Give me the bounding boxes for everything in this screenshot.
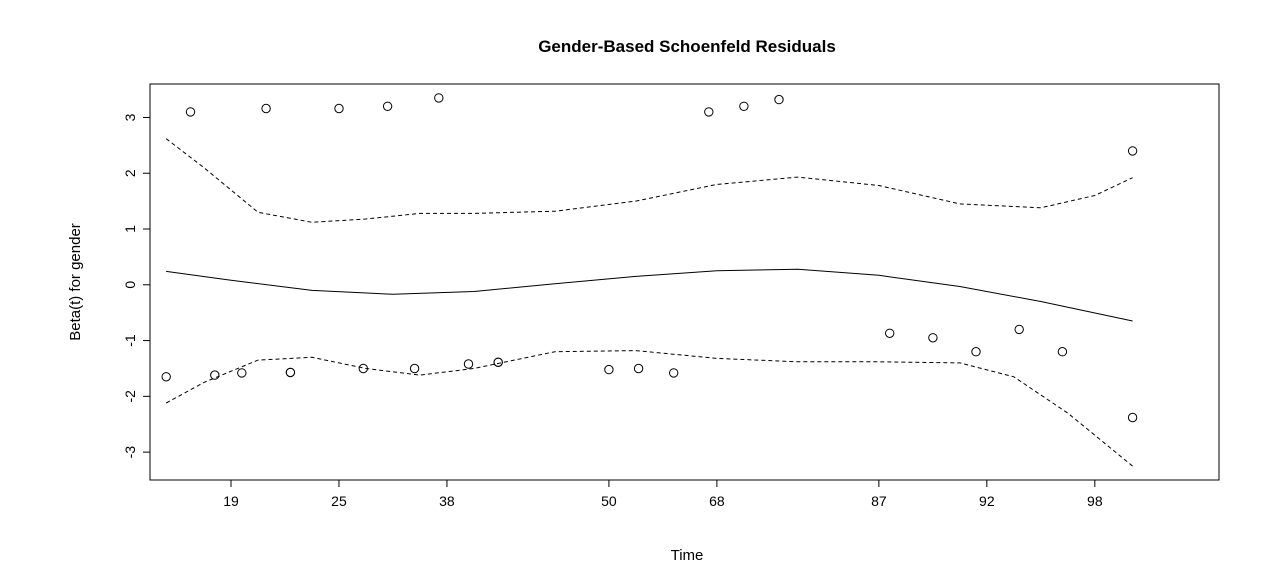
chart-title: Gender-Based Schoenfeld Residuals — [538, 37, 836, 56]
data-point-12 — [463, 359, 474, 369]
y-tick-label-1: -2 — [122, 390, 138, 403]
data-point-16 — [633, 363, 644, 374]
plot-frame — [149, 83, 1220, 481]
data-point-18 — [704, 107, 714, 117]
data-point-8 — [358, 363, 368, 374]
data-point-27 — [1127, 146, 1138, 156]
data-point-22 — [928, 333, 938, 343]
x-tick-label-4: 68 — [709, 493, 725, 509]
data-point-2 — [210, 370, 220, 380]
x-tick-label-3: 50 — [601, 493, 617, 509]
y-tick-label-3: 0 — [122, 281, 138, 289]
data-point-10 — [409, 363, 420, 374]
series-line-1 — [165, 138, 1133, 223]
x-tick-label-5: 87 — [871, 493, 887, 509]
data-point-24 — [1014, 324, 1024, 335]
x-axis-label: Time — [671, 547, 704, 564]
x-tick-label-7: 98 — [1087, 493, 1103, 509]
y-tick-label-2: -1 — [122, 334, 138, 347]
data-point-7 — [334, 103, 344, 114]
data-point-0 — [161, 372, 171, 382]
data-point-17 — [669, 368, 679, 378]
plot-area — [161, 93, 1138, 467]
data-point-23 — [971, 347, 981, 357]
axes: 19 25 38 50 68 87 92 98 -3 -2 -1 0 1 2 3 — [122, 113, 1103, 509]
data-point-21 — [885, 328, 895, 338]
data-point-9 — [382, 101, 393, 112]
data-point-25 — [1057, 347, 1068, 357]
series-line-0 — [166, 268, 1133, 322]
data-point-1 — [185, 107, 196, 117]
series-line-2 — [165, 350, 1133, 467]
data-point-20 — [774, 94, 784, 105]
y-tick-label-5: 2 — [122, 169, 138, 177]
data-point-11 — [434, 93, 444, 103]
data-point-15 — [604, 364, 614, 375]
y-tick-label-6: 3 — [122, 113, 138, 121]
data-point-26 — [1127, 412, 1138, 423]
x-tick-label-6: 92 — [979, 493, 995, 509]
data-point-4 — [261, 103, 271, 114]
x-tick-label-2: 38 — [439, 493, 455, 509]
data-point-3 — [237, 368, 247, 378]
y-tick-label-0: -3 — [122, 446, 138, 459]
y-axis-label: Beta(t) for gender — [67, 223, 84, 341]
data-point-6 — [285, 367, 296, 378]
x-tick-label-0: 19 — [223, 493, 239, 509]
y-tick-label-4: 1 — [122, 225, 138, 233]
data-point-14 — [493, 357, 503, 367]
x-tick-label-1: 25 — [331, 493, 347, 509]
data-point-19 — [739, 101, 749, 112]
